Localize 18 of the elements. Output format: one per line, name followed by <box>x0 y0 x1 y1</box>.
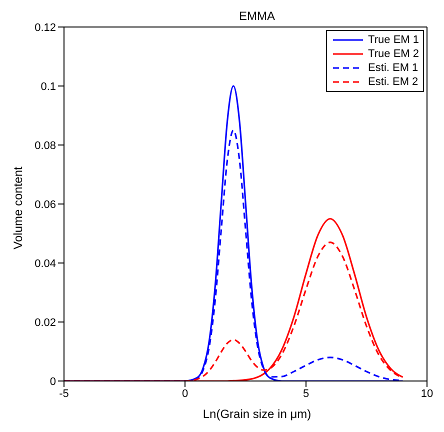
y-tick-label: 0.04 <box>34 258 56 270</box>
x-tick-label: 0 <box>182 388 188 400</box>
x-tick-label: 5 <box>302 388 310 400</box>
legend-label: True EM 1 <box>368 33 419 47</box>
y-tick-label: 0 <box>50 376 56 388</box>
chart-title: EMMA <box>239 9 275 23</box>
legend-label: True EM 2 <box>368 47 419 61</box>
y-axis-title: Volume content <box>11 166 25 250</box>
y-tick-label: 0.02 <box>34 316 56 329</box>
y-tick-label: 0.12 <box>34 22 56 34</box>
x-tick-label: -5 <box>59 388 69 400</box>
legend-label: Esti. EM 2 <box>368 75 418 89</box>
x-axis-title: Ln(Grain size in μm) <box>202 407 312 421</box>
y-tick-label: 0.08 <box>34 140 56 152</box>
legend-label: Esti. EM 1 <box>368 61 418 75</box>
y-tick-label: 0.06 <box>34 198 56 211</box>
x-tick-label: 10 <box>420 388 434 400</box>
y-tick-label: 0.1 <box>40 80 56 93</box>
